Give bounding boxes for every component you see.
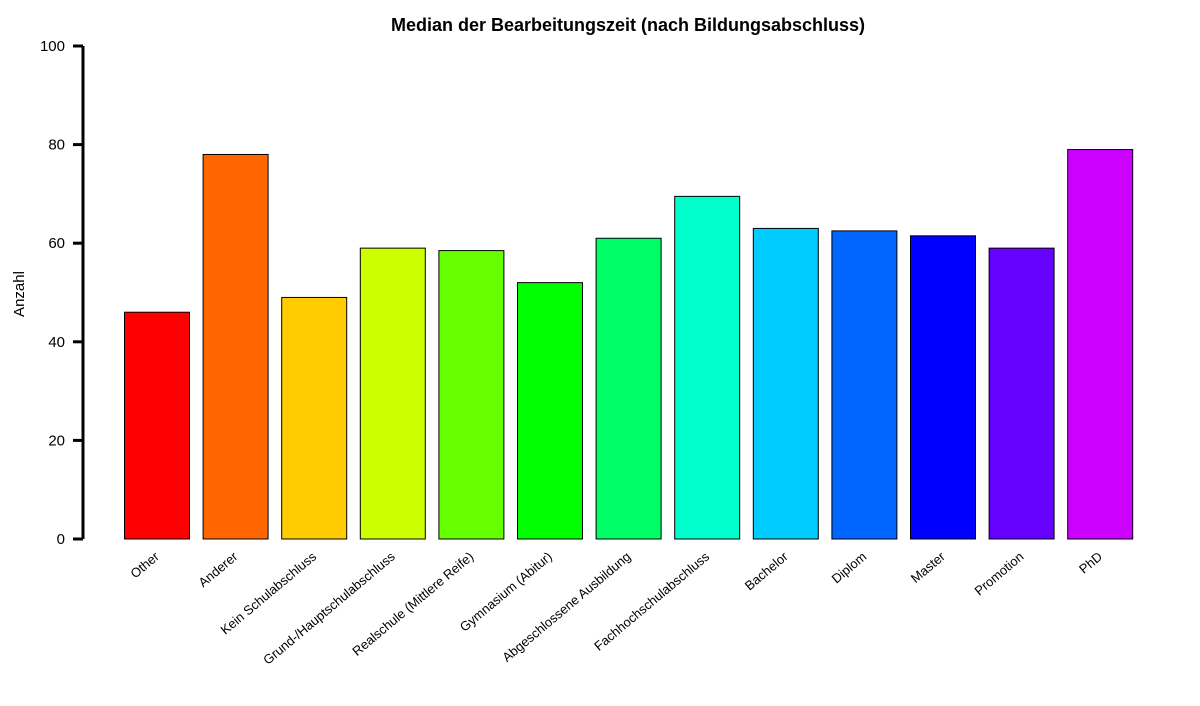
bar [124, 311, 190, 540]
bar [674, 195, 741, 540]
bar [517, 282, 583, 540]
x-tick-label: Abgeschlossene Ausbildung [499, 549, 633, 665]
x-tick-label: Master [908, 548, 949, 585]
y-tick-label: 100 [40, 38, 65, 55]
bar [202, 153, 269, 540]
bar [910, 235, 976, 540]
x-tick-label: Anderer [195, 548, 241, 590]
x-tick-label: Diplom [829, 549, 870, 587]
chart-title: Median der Bearbeitungszeit (nach Bildun… [391, 15, 865, 35]
bar [281, 296, 348, 540]
x-tick-label: Promotion [971, 549, 1026, 599]
y-tick-label: 40 [48, 334, 65, 351]
y-axis: 0 20 40 60 80 100 [40, 38, 85, 548]
y-axis-label: Anzahl [11, 271, 28, 317]
bar [831, 230, 898, 540]
x-tick-label: PhD [1076, 549, 1105, 577]
bars [124, 149, 1134, 540]
x-tick-label: Bachelor [742, 548, 791, 593]
y-tick-label: 80 [48, 137, 65, 154]
y-tick-label: 20 [48, 432, 65, 449]
x-tick-label: Grund-/Hauptschulabschluss [260, 548, 398, 667]
y-tick-label: 0 [57, 531, 65, 548]
bar [988, 247, 1055, 540]
y-tick-label: 60 [48, 235, 65, 252]
bar [359, 247, 426, 540]
bar [595, 237, 662, 540]
bar [752, 227, 819, 540]
bar [438, 250, 505, 540]
x-tick-label: Other [127, 548, 162, 581]
bar [1067, 149, 1134, 540]
